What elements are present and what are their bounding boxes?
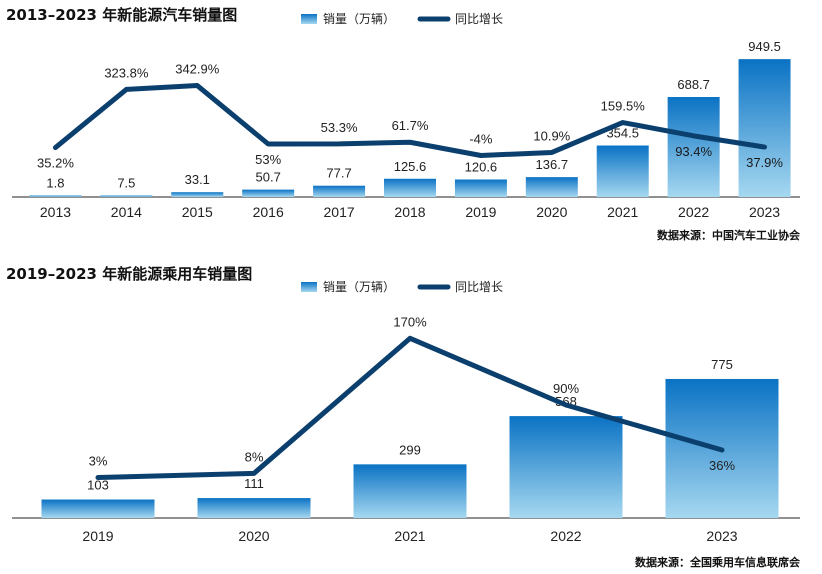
chart1-title: 2013–2023 年新能源汽车销量图 bbox=[6, 6, 237, 24]
growth-label-2018: 61.7% bbox=[392, 118, 429, 133]
bar-2019 bbox=[454, 179, 507, 197]
chart1-plot: 1.8 7.5 33.1 50.7 77.7 125.6 120.6 136.7 354.5 68… bbox=[12, 39, 800, 220]
growth-label-2019: -4% bbox=[469, 131, 493, 146]
bar-value-label-2021: 354.5 bbox=[606, 126, 639, 141]
growth-label-2022: 90% bbox=[553, 381, 579, 396]
growth-label-2021: 170% bbox=[393, 314, 427, 329]
bar-2017 bbox=[313, 185, 366, 197]
growth-label-2022: 93.4% bbox=[675, 144, 712, 159]
x-tick-label-2021: 2021 bbox=[607, 204, 638, 220]
growth-label-2016: 53% bbox=[255, 152, 281, 167]
growth-label-2021: 159.5% bbox=[601, 99, 646, 114]
bar-2014 bbox=[100, 195, 153, 197]
bar-2021 bbox=[596, 145, 649, 197]
growth-label-2015: 342.9% bbox=[175, 62, 220, 77]
x-tick-label-2020: 2020 bbox=[238, 528, 269, 544]
bar-2020 bbox=[197, 498, 311, 518]
x-tick-label-2016: 2016 bbox=[253, 204, 284, 220]
chart2-legend-bar-swatch-icon bbox=[301, 282, 317, 292]
x-tick-label-2019: 2019 bbox=[82, 528, 113, 544]
bar-2020 bbox=[525, 177, 578, 197]
growth-label-2023: 37.9% bbox=[746, 155, 783, 170]
bar-2021 bbox=[353, 464, 467, 518]
growth-line bbox=[95, 335, 725, 480]
bar-2013 bbox=[29, 195, 82, 197]
bar-value-label-2023: 949.5 bbox=[748, 39, 781, 54]
x-tick-label-2017: 2017 bbox=[324, 204, 355, 220]
bar-value-label-2022: 688.7 bbox=[677, 77, 710, 92]
bar-value-label-2016: 50.7 bbox=[256, 170, 281, 185]
chart1-legend-bar-swatch-icon bbox=[301, 14, 317, 24]
chart1-source: 数据来源：中国汽车工业协会 bbox=[657, 228, 801, 242]
bar-value-label-2013: 1.8 bbox=[46, 176, 64, 191]
bar-value-label-2019: 120.6 bbox=[465, 159, 498, 174]
x-tick-label-2020: 2020 bbox=[536, 204, 567, 220]
chart2-title: 2019–2023 年新能源乘用车销量图 bbox=[6, 265, 252, 283]
x-tick-label-2013: 2013 bbox=[40, 204, 71, 220]
bar-value-label-2020: 111 bbox=[244, 476, 264, 491]
bar-2022 bbox=[509, 416, 623, 518]
growth-line bbox=[52, 83, 768, 158]
chart2-legend-bar-label: 销量（万辆） bbox=[323, 280, 395, 294]
bar-value-label-2015: 33.1 bbox=[185, 172, 210, 187]
x-tick-label-2022: 2022 bbox=[550, 528, 581, 544]
growth-label-2019: 3% bbox=[89, 454, 108, 469]
chart1-legend-line-label: 同比增长 bbox=[455, 12, 503, 26]
bar-2023 bbox=[738, 59, 791, 197]
growth-label-2020: 10.9% bbox=[533, 128, 570, 143]
x-tick-label-2015: 2015 bbox=[182, 204, 213, 220]
x-tick-label-2019: 2019 bbox=[465, 204, 496, 220]
growth-label-2013: 35.2% bbox=[37, 156, 74, 171]
bar-value-label-2023: 775 bbox=[711, 357, 733, 372]
bar-value-label-2020: 136.7 bbox=[536, 157, 569, 172]
growth-label-2020: 8% bbox=[245, 449, 264, 464]
bar-2015 bbox=[171, 192, 224, 197]
bar-value-label-2018: 125.6 bbox=[394, 159, 427, 174]
growth-label-2014: 323.8% bbox=[104, 65, 149, 80]
bar-2019 bbox=[41, 499, 155, 518]
x-tick-label-2023: 2023 bbox=[749, 204, 780, 220]
chart2-legend-line-label: 同比增长 bbox=[455, 280, 503, 294]
x-tick-label-2014: 2014 bbox=[111, 204, 142, 220]
growth-label-2017: 53.3% bbox=[321, 120, 358, 135]
bar-2018 bbox=[384, 178, 436, 197]
bar-2016 bbox=[242, 189, 295, 197]
bar-value-label-2017: 77.7 bbox=[326, 166, 351, 181]
bar-value-label-2021: 299 bbox=[399, 442, 421, 457]
chart2-source: 数据来源：全国乘用车信息联席会 bbox=[635, 555, 801, 569]
x-tick-label-2021: 2021 bbox=[394, 528, 425, 544]
x-tick-label-2023: 2023 bbox=[706, 528, 737, 544]
bar-value-label-2014: 7.5 bbox=[117, 176, 135, 191]
bar-2022 bbox=[667, 97, 720, 197]
chart1-legend-bar-label: 销量（万辆） bbox=[323, 12, 395, 26]
growth-label-2023: 36% bbox=[709, 458, 735, 473]
x-tick-label-2022: 2022 bbox=[678, 204, 709, 220]
x-tick-label-2018: 2018 bbox=[394, 204, 425, 220]
bar-value-label-2019: 103 bbox=[87, 478, 109, 493]
